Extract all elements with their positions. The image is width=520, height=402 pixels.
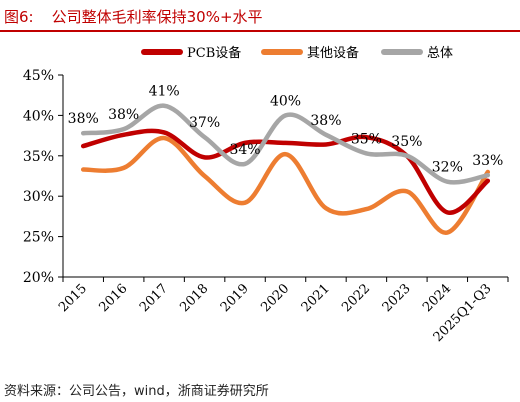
x-tick-label: 2019 bbox=[218, 281, 252, 315]
x-tick-label: 2017 bbox=[137, 281, 171, 315]
figure-title-block: 图6: 公司整体毛利率保持30%+水平 bbox=[4, 6, 263, 27]
x-tick-label: 2015 bbox=[56, 281, 90, 315]
legend: PCB设备 其他设备 总体 bbox=[141, 45, 453, 61]
legend-label: 其他设备 bbox=[307, 45, 359, 61]
data-label: 35% bbox=[391, 134, 422, 150]
data-label-layer: 38% 38% 41% 37% 34% 40% 38% 35% 35% 32% 33% bbox=[68, 84, 504, 176]
gross-margin-chart: PCB设备 其他设备 总体 20%25%30%35%40%45% 2015 2016 2… bbox=[23, 45, 509, 345]
x-axis: 2015 2016 2017 2018 2019 2020 2021 2022 2023 2024… bbox=[56, 276, 509, 345]
y-tick-label: 40% bbox=[23, 108, 54, 124]
series-line-1 bbox=[80, 128, 491, 215]
y-tick-label: 30% bbox=[23, 189, 54, 205]
data-label: 41% bbox=[149, 84, 180, 100]
x-tick-label: 2018 bbox=[177, 281, 211, 315]
y-tick-label: 20% bbox=[23, 270, 54, 286]
figure-source: 资料来源：公司公告，wind，浙商证券研究所 bbox=[4, 384, 269, 399]
figure-number: 图6: bbox=[4, 8, 34, 26]
y-tick-label: 45% bbox=[23, 68, 54, 84]
data-label: 38% bbox=[68, 111, 99, 127]
x-tick-label: 2024 bbox=[420, 281, 454, 315]
data-label: 40% bbox=[270, 93, 301, 109]
legend-label: PCB设备 bbox=[187, 45, 241, 61]
x-tick-label: 2020 bbox=[258, 281, 292, 315]
data-label: 34% bbox=[229, 142, 260, 158]
x-tick-label: 2021 bbox=[299, 281, 333, 315]
x-tick-label: 2022 bbox=[339, 281, 373, 315]
series-line-3 bbox=[80, 103, 491, 185]
figure-header: 图6: 公司整体毛利率保持30%+水平 bbox=[0, 0, 520, 32]
series-line-2 bbox=[80, 135, 491, 235]
series-layer bbox=[80, 103, 491, 235]
data-label: 37% bbox=[189, 115, 220, 131]
data-label: 33% bbox=[472, 153, 503, 169]
title-rule bbox=[0, 30, 520, 32]
data-label: 38% bbox=[108, 107, 139, 123]
x-tick-label: 2016 bbox=[97, 281, 131, 315]
y-axis: 20% 25% 30% 35% 40% 45% bbox=[23, 68, 64, 286]
x-tick-label: 2023 bbox=[380, 281, 414, 315]
data-label: 32% bbox=[432, 160, 463, 176]
legend-label: 总体 bbox=[427, 46, 453, 61]
y-tick-label: 25% bbox=[23, 230, 54, 246]
data-label: 35% bbox=[351, 131, 382, 147]
data-label: 38% bbox=[310, 113, 341, 129]
figure-title: 公司整体毛利率保持30%+水平 bbox=[51, 8, 263, 26]
y-tick-label: 35% bbox=[23, 149, 54, 165]
